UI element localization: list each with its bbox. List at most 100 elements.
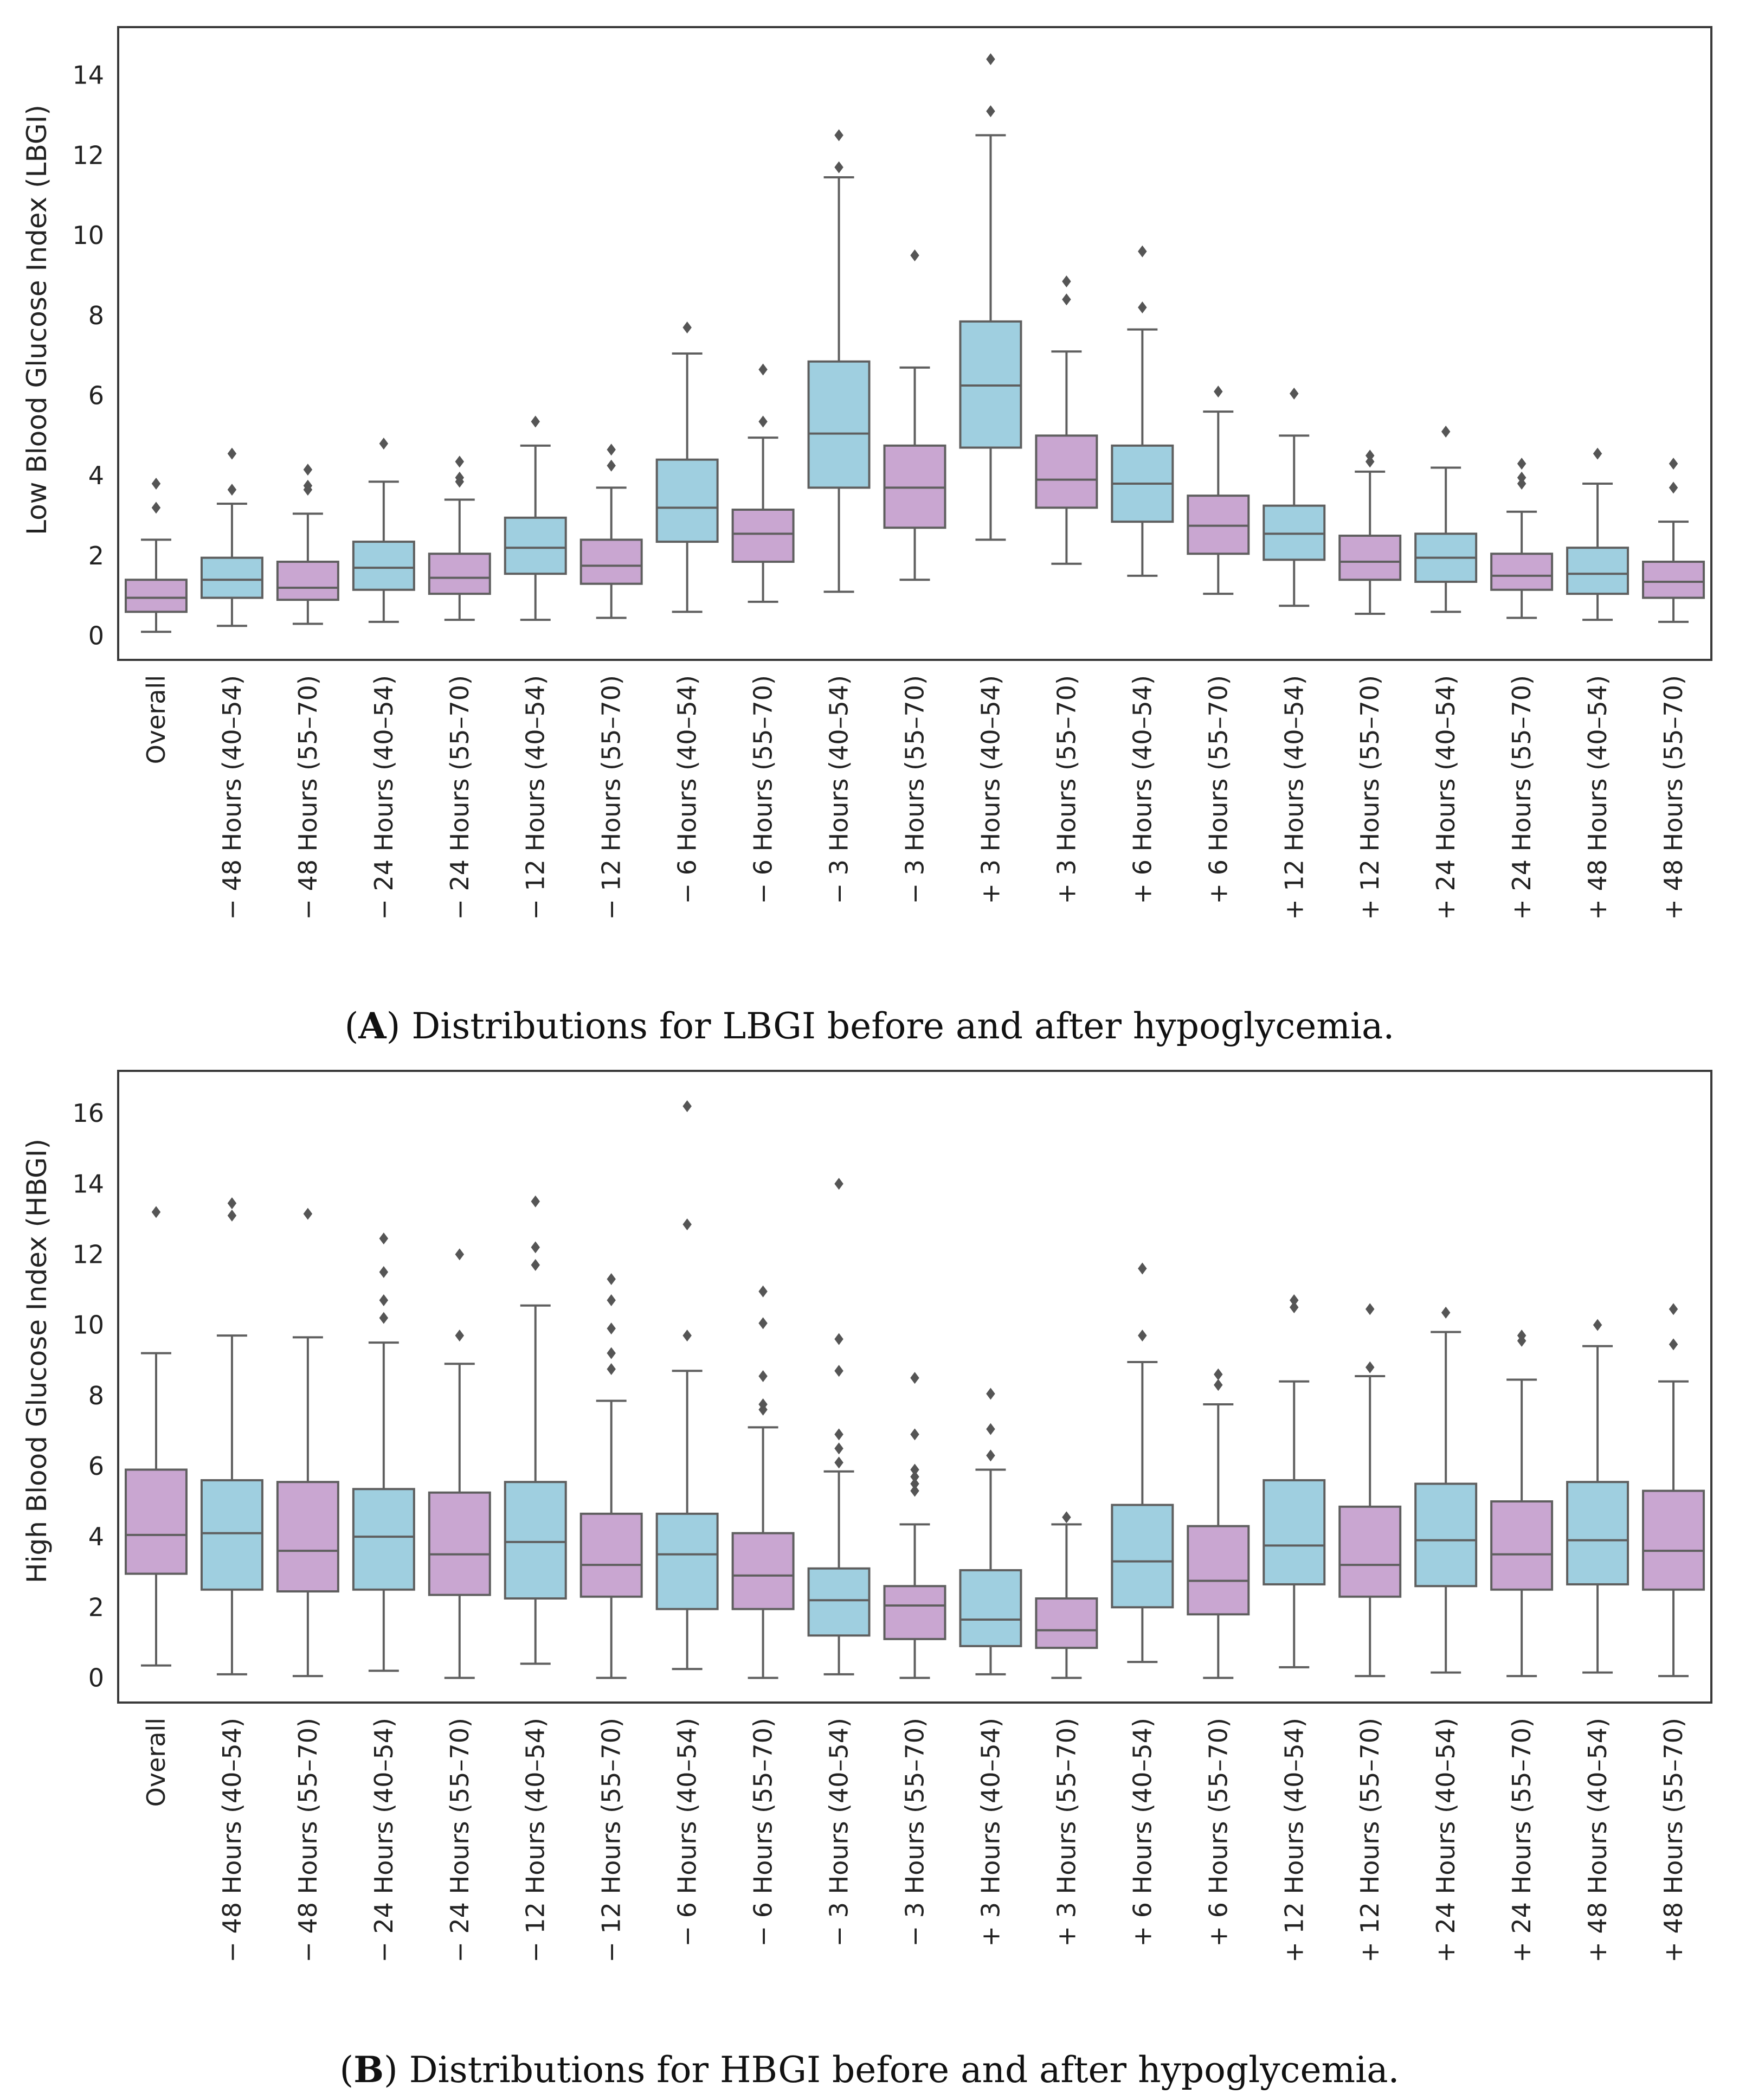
box-b: [655, 1512, 719, 1610]
outlier-point-a: [227, 484, 237, 496]
box-a: [731, 509, 795, 563]
y-tick-label-b: 8: [88, 1381, 104, 1410]
caption-b: (B) Distributions for HBGI before and af…: [339, 2048, 1399, 2091]
box-b: [1642, 1489, 1705, 1591]
outlier-point-a: [455, 455, 465, 468]
x-tick-label-b: + 6 Hours (55–70): [1203, 1718, 1233, 1947]
plot-b: 0 2 4 6 8 10 12 14 16 Overall − 48 Hours (40–54) − …: [72, 1070, 1712, 1963]
outlier-point-a: [986, 53, 995, 66]
box-b: [807, 1567, 871, 1637]
box-a: [807, 360, 871, 489]
outlier-point-b: [758, 1317, 768, 1330]
outlier-point-a: [455, 471, 465, 484]
outlier-point-b: [1214, 1368, 1223, 1380]
box-b: [276, 1481, 339, 1592]
outlier-point-b: [910, 1470, 919, 1483]
outlier-point-a: [303, 464, 313, 476]
outlier-point-b: [758, 1370, 768, 1382]
x-tick-label-b: − 12 Hours (40–54): [521, 1718, 550, 1963]
x-tick-label-b: − 24 Hours (55–70): [445, 1718, 474, 1963]
outlier-point-a: [1138, 245, 1147, 258]
panel-b: 0 2 4 6 8 10 12 14 16 Overall − 48 Hours (40–54) − …: [21, 1070, 1712, 2091]
caption-a: (A) Distributions for LBGI before and af…: [345, 1005, 1395, 1047]
y-tick-label-a: 6: [88, 381, 104, 410]
box-a: [200, 556, 263, 599]
x-tick-label-b: + 24 Hours (40–54): [1431, 1718, 1460, 1963]
caption-a-letter: A: [358, 1005, 387, 1047]
x-tick-label-a: + 12 Hours (40–54): [1279, 675, 1309, 920]
x-tick-label-b: − 6 Hours (55–70): [749, 1718, 778, 1947]
box-b: [1566, 1481, 1629, 1585]
box-a: [276, 561, 339, 601]
box-b: [1263, 1479, 1326, 1585]
box-a: [352, 541, 415, 591]
box-b: [124, 1468, 188, 1575]
caption-b-letter: B: [353, 2048, 384, 2091]
x-tick-label-a: + 6 Hours (40–54): [1128, 675, 1157, 904]
box-b: [352, 1488, 415, 1591]
x-tick-label-b: + 12 Hours (55–70): [1355, 1718, 1384, 1963]
outlier-point-a: [1365, 449, 1375, 462]
y-tick-label-b: 12: [72, 1240, 104, 1269]
outlier-point-a: [1517, 478, 1527, 490]
outlier-point-b: [834, 1333, 843, 1345]
outlier-point-a: [1062, 275, 1071, 288]
outlier-point-b: [455, 1330, 465, 1342]
outlier-point-b: [227, 1209, 237, 1222]
outlier-point-b: [834, 1178, 843, 1190]
box-a: [579, 538, 643, 585]
outlier-point-a: [1517, 471, 1527, 484]
y-tick-label-a: 2: [88, 541, 104, 570]
outlier-point-b: [455, 1248, 465, 1261]
outlier-point-b: [379, 1266, 389, 1278]
outlier-point-b: [151, 1206, 161, 1218]
outlier-point-b: [227, 1197, 237, 1210]
outlier-point-b: [531, 1258, 540, 1271]
outlier-point-a: [758, 363, 768, 376]
x-tick-label-a: − 3 Hours (55–70): [900, 675, 930, 904]
outlier-point-b: [1138, 1330, 1147, 1342]
outlier-point-b: [1365, 1303, 1375, 1315]
x-tick-label-a: + 3 Hours (40–54): [976, 675, 1005, 904]
box-a: [428, 553, 491, 595]
x-tick-label-b: − 6 Hours (40–54): [673, 1718, 702, 1947]
x-tick-label-a: Overall: [141, 675, 171, 764]
x-tick-label-b: − 24 Hours (40–54): [369, 1718, 398, 1963]
y-axis-label-a: Low Blood Glucose Index (LBGI): [21, 105, 53, 535]
y-tick-label-b: 16: [72, 1099, 104, 1128]
x-tick-label-a: − 12 Hours (40–54): [521, 675, 550, 920]
box-b: [1187, 1525, 1250, 1616]
outlier-point-a: [758, 415, 768, 428]
x-tick-label-b: + 48 Hours (55–70): [1659, 1718, 1688, 1963]
outlier-point-b: [607, 1347, 616, 1359]
outlier-point-b: [1290, 1301, 1299, 1314]
outlier-point-a: [151, 502, 161, 514]
x-tick-label-a: + 3 Hours (55–70): [1052, 675, 1081, 904]
outlier-point-a: [1214, 386, 1223, 398]
outlier-point-b: [379, 1294, 389, 1307]
outlier-point-b: [607, 1294, 616, 1307]
y-tick-label-b: 2: [88, 1592, 104, 1622]
outlier-point-b: [834, 1456, 843, 1469]
outlier-point-b: [1214, 1379, 1223, 1391]
x-tick-label-a: − 48 Hours (40–54): [217, 675, 247, 920]
outlier-point-b: [758, 1285, 768, 1298]
outlier-point-b: [607, 1273, 616, 1285]
x-tick-label-b: + 24 Hours (55–70): [1507, 1718, 1536, 1963]
x-tick-label-b: + 6 Hours (40–54): [1128, 1718, 1157, 1947]
outlier-point-b: [607, 1363, 616, 1375]
panel-a: 0 2 4 6 8 10 12 14 Overall − 48 Hours (40–54) − 48…: [21, 26, 1712, 1047]
box-b: [1035, 1597, 1098, 1649]
y-axis-label-b: High Blood Glucose Index (HBGI): [21, 1139, 53, 1583]
x-tick-label-b: − 12 Hours (55–70): [597, 1718, 626, 1963]
outlier-point-b: [1669, 1338, 1678, 1351]
box-a: [655, 458, 719, 543]
box-a: [1642, 561, 1705, 599]
outlier-point-a: [227, 447, 237, 460]
box-a: [124, 579, 188, 613]
outlier-point-a: [910, 249, 919, 262]
box-b: [883, 1585, 946, 1640]
outlier-point-a: [1290, 387, 1299, 400]
y-tick-label-a: 14: [72, 61, 104, 90]
